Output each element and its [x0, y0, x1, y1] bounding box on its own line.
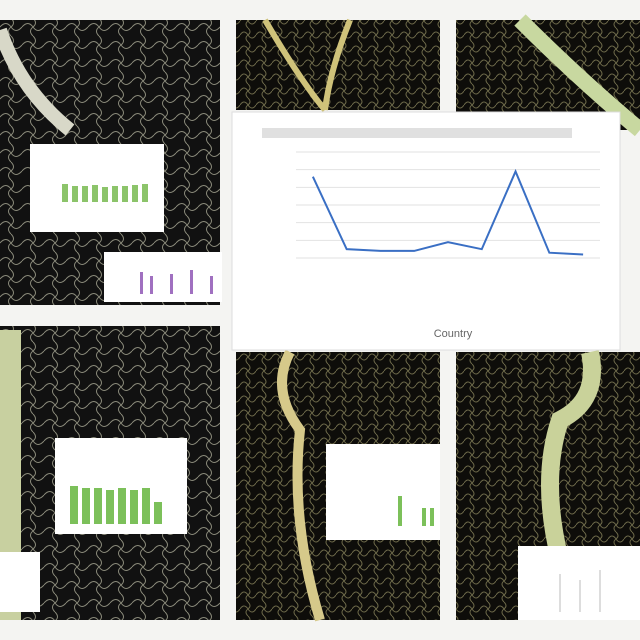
line — [311, 168, 584, 256]
x-axis-label: Country — [434, 328, 473, 340]
main-chart — [231, 111, 621, 351]
insets — [0, 144, 640, 620]
